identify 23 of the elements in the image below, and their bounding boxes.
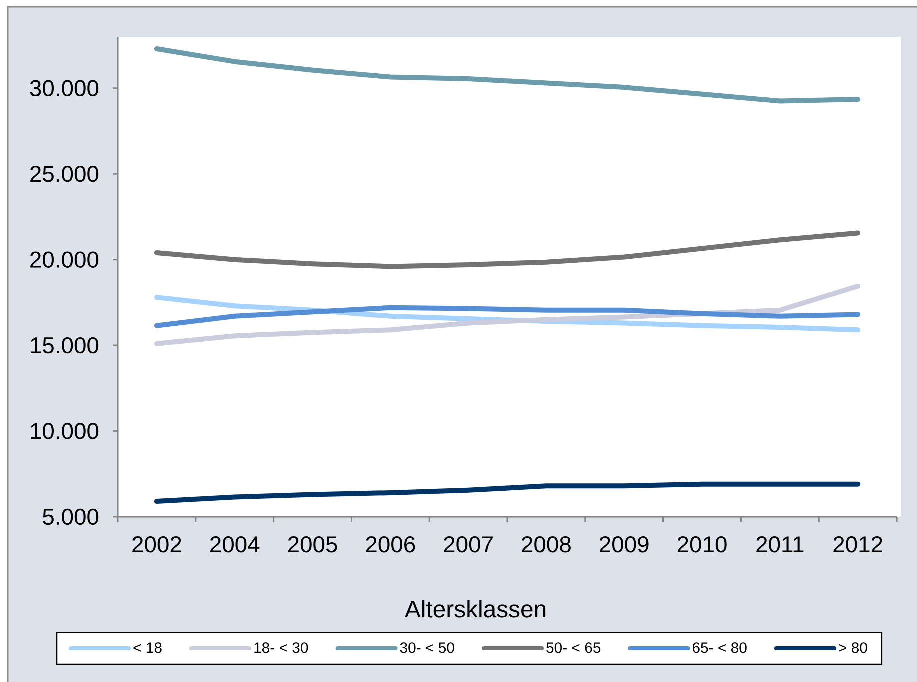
x-tick-label: 2012: [834, 536, 882, 553]
x-tick-label: 2007: [444, 536, 493, 553]
x-axis-title: Altersklassen: [404, 600, 546, 618]
legend-label: 65- < 80: [692, 642, 747, 654]
x-tick-label: 2008: [522, 536, 571, 553]
x-tick-label: 2004: [210, 536, 260, 553]
legend-label: 30- < 50: [400, 642, 454, 654]
legend-label: 50- < 65: [546, 642, 601, 654]
legend-label: < 18: [134, 642, 162, 654]
x-tick-label: 2002: [132, 536, 182, 553]
x-tick-label: 2010: [678, 536, 727, 553]
y-tick-label: 5.000: [43, 508, 99, 526]
x-tick-label: 2011: [756, 536, 804, 553]
x-tick-label: 2009: [600, 536, 649, 553]
legend-label: 18- < 30: [254, 642, 308, 654]
y-tick-label: 15.000: [31, 337, 99, 354]
y-tick-label: 25.000: [30, 166, 99, 182]
y-tick-label: 20.000: [30, 252, 99, 268]
y-tick-label: 10.000: [31, 423, 99, 440]
x-tick-label: 2006: [366, 536, 416, 553]
x-tick-label: 2005: [288, 536, 338, 553]
y-tick-label: 30.000: [30, 80, 99, 97]
legend-label: > 80: [839, 642, 868, 654]
